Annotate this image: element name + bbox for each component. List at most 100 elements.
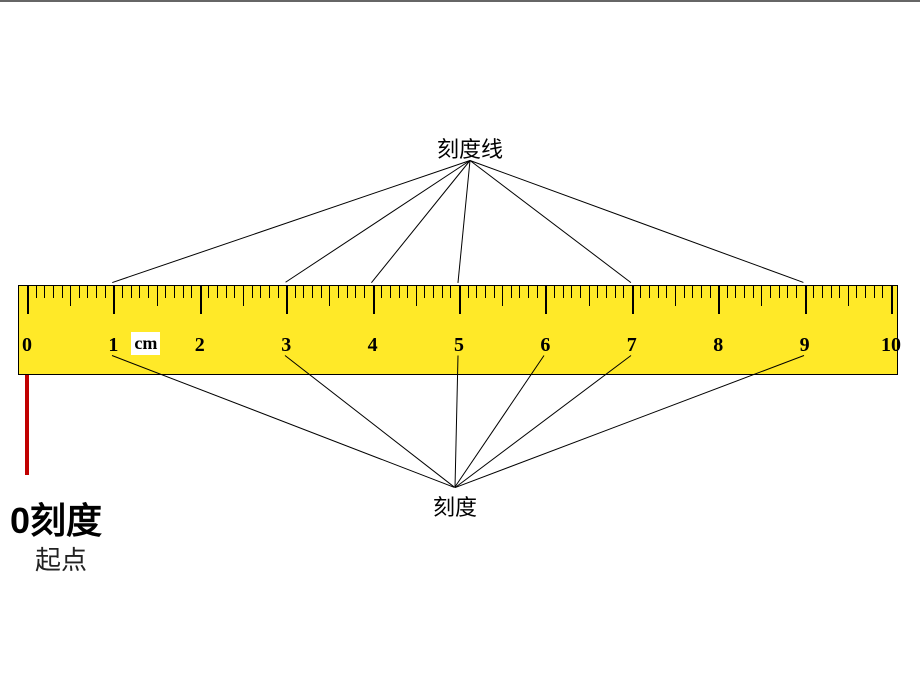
ruler-tick-minor xyxy=(640,286,641,298)
ruler-tick-minor xyxy=(217,286,218,298)
annotation-line-top xyxy=(371,160,470,283)
ruler-tick-minor xyxy=(658,286,659,298)
ruler-tick-half xyxy=(243,286,244,306)
ruler-tick-minor xyxy=(554,286,555,298)
ruler-tick-minor xyxy=(442,286,443,298)
ruler-tick-minor xyxy=(744,286,745,298)
ruler-tick-minor xyxy=(79,286,80,298)
ruler-tick-minor xyxy=(865,286,866,298)
ruler-tick-minor xyxy=(666,286,667,298)
diagram-canvas: { "ruler": { "left_px": 18, "top_px": 28… xyxy=(0,0,920,690)
ruler-tick-minor xyxy=(735,286,736,298)
ruler-tick-minor xyxy=(450,286,451,298)
ruler-tick-minor xyxy=(191,286,192,298)
ruler-tick-minor xyxy=(183,286,184,298)
ruler-tick-half xyxy=(416,286,417,306)
ruler-tick-minor xyxy=(494,286,495,298)
ruler-tick-minor xyxy=(407,286,408,298)
ruler-tick-minor xyxy=(813,286,814,298)
ruler-tick-minor xyxy=(312,286,313,298)
bottom-annotation-label: 刻度 xyxy=(433,490,477,522)
ruler-tick-minor xyxy=(96,286,97,298)
ruler-tick-minor xyxy=(519,286,520,298)
ruler-tick-minor xyxy=(355,286,356,298)
ruler-tick-major xyxy=(27,286,29,314)
ruler-tick-half xyxy=(329,286,330,306)
ruler-number-label: 2 xyxy=(195,334,205,357)
ruler-tick-minor xyxy=(139,286,140,298)
ruler-tick-half xyxy=(675,286,676,306)
ruler-tick-minor xyxy=(822,286,823,298)
ruler-tick-half xyxy=(157,286,158,306)
zero-indicator-line xyxy=(25,375,29,475)
ruler-tick-minor xyxy=(208,286,209,298)
ruler-tick-minor xyxy=(338,286,339,298)
ruler-number-label: 1 xyxy=(108,334,118,357)
annotation-line-bottom xyxy=(455,355,459,487)
ruler-tick-half xyxy=(502,286,503,306)
ruler-tick-minor xyxy=(468,286,469,298)
ruler-number-label: 8 xyxy=(713,334,723,357)
annotation-line-top xyxy=(470,160,631,283)
ruler-tick-minor xyxy=(347,286,348,298)
ruler-tick-major xyxy=(113,286,115,314)
ruler-number-label: 10 xyxy=(881,334,901,357)
ruler-number-label: 3 xyxy=(281,334,291,357)
ruler-tick-minor xyxy=(278,286,279,298)
annotation-line-top xyxy=(285,160,470,283)
ruler-tick-minor xyxy=(364,286,365,298)
ruler-tick-minor xyxy=(390,286,391,298)
ruler-tick-minor xyxy=(122,286,123,298)
ruler-tick-minor xyxy=(606,286,607,298)
ruler-tick-major xyxy=(805,286,807,314)
ruler-tick-minor xyxy=(770,286,771,298)
ruler-tick-minor xyxy=(649,286,650,298)
ruler-tick-major xyxy=(632,286,634,314)
ruler-tick-minor xyxy=(571,286,572,298)
ruler-tick-minor xyxy=(321,286,322,298)
ruler-tick-major xyxy=(545,286,547,314)
ruler-tick-minor xyxy=(381,286,382,298)
ruler-number-label: 0 xyxy=(22,334,32,357)
ruler-tick-minor xyxy=(226,286,227,298)
ruler-tick-minor xyxy=(44,286,45,298)
annotation-line-top xyxy=(470,160,804,283)
ruler-tick-major xyxy=(373,286,375,314)
ruler-tick-minor xyxy=(252,286,253,298)
ruler-tick-half xyxy=(761,286,762,306)
annotation-line-top xyxy=(458,160,471,282)
ruler-tick-minor xyxy=(476,286,477,298)
ruler-tick-minor xyxy=(727,286,728,298)
ruler-tick-minor xyxy=(563,286,564,298)
ruler-tick-minor xyxy=(874,286,875,298)
ruler-number-label: 9 xyxy=(800,334,810,357)
ruler-tick-minor xyxy=(701,286,702,298)
ruler-number-label: 4 xyxy=(368,334,378,357)
ruler-tick-minor xyxy=(53,286,54,298)
ruler-tick-minor xyxy=(148,286,149,298)
ruler-tick-minor xyxy=(234,286,235,298)
ruler-tick-minor xyxy=(131,286,132,298)
ruler-tick-minor xyxy=(839,286,840,298)
ruler-tick-minor xyxy=(856,286,857,298)
ruler-tick-minor xyxy=(753,286,754,298)
ruler-tick-minor xyxy=(882,286,883,298)
ruler-tick-minor xyxy=(269,286,270,298)
ruler-tick-half xyxy=(70,286,71,306)
ruler-tick-half xyxy=(589,286,590,306)
ruler-number-label: 6 xyxy=(540,334,550,357)
ruler-tick-major xyxy=(718,286,720,314)
ruler-tick-minor xyxy=(303,286,304,298)
ruler-tick-minor xyxy=(684,286,685,298)
ruler-tick-minor xyxy=(105,286,106,298)
ruler-tick-minor xyxy=(623,286,624,298)
ruler-tick-minor xyxy=(433,286,434,298)
page-top-border xyxy=(0,0,920,2)
ruler-tick-minor xyxy=(174,286,175,298)
ruler-tick-major xyxy=(891,286,893,314)
ruler-tick-minor xyxy=(537,286,538,298)
zero-scale-title: 0刻度 xyxy=(10,492,102,544)
ruler-tick-half xyxy=(848,286,849,306)
ruler-tick-minor xyxy=(62,286,63,298)
zero-scale-subtitle: 起点 xyxy=(35,540,87,577)
